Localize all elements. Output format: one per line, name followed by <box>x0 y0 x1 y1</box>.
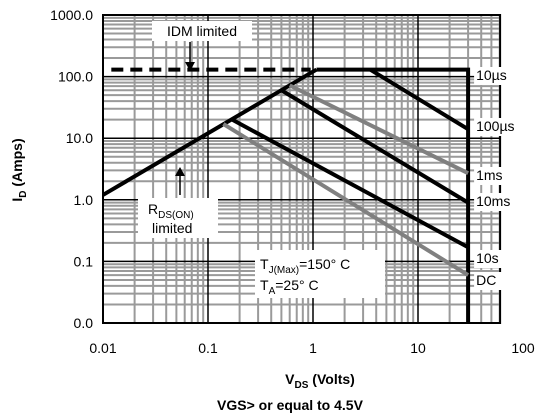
label-bg <box>474 272 517 290</box>
y-tick-label: 100.0 <box>58 69 93 85</box>
x-tick-label: 100 <box>511 340 535 356</box>
series-label: 10ms <box>476 193 510 209</box>
subscript: DS <box>295 380 309 391</box>
label-bg <box>474 167 517 185</box>
annotation: IDM limited <box>167 23 237 39</box>
x-axis-title: VDS (Volts) <box>285 371 355 391</box>
series-label: 100µs <box>476 118 514 134</box>
text-part: (Amps) <box>9 138 25 190</box>
series-label: 1ms <box>476 167 502 183</box>
y-tick-label: 0.0 <box>74 315 94 331</box>
series-label: 10s <box>476 250 499 266</box>
annotation-box <box>255 250 385 298</box>
soa-line <box>280 88 470 205</box>
soa-line <box>369 67 470 131</box>
footnote: VGS> or equal to 4.5V <box>217 397 364 413</box>
text-part: (Volts) <box>308 371 354 387</box>
text-part: =25° C <box>275 277 318 293</box>
subscript: DS(ON) <box>158 210 194 221</box>
annotation: RDS(ON) <box>148 201 194 221</box>
y-tick-label: 1.0 <box>74 192 94 208</box>
condition: TJ(Max)=150° C <box>260 256 350 276</box>
labels: 0.01 0.1 1 10 1000.00.11.010.0100.01000.010µ… <box>9 7 535 413</box>
y-tick-label: 0.1 <box>74 253 94 269</box>
text-part: =150° C <box>299 256 350 272</box>
x-tick-label: 0.1 <box>198 340 218 356</box>
condition: TA=25° C <box>260 277 319 297</box>
subscript: J(Max) <box>269 265 300 276</box>
annotation-box <box>152 21 252 41</box>
text-part: V <box>285 371 295 387</box>
arrowhead <box>175 167 185 176</box>
label-bg <box>474 67 517 85</box>
limit-line <box>101 67 318 197</box>
text-part: T <box>260 277 269 293</box>
series-label: 10µs <box>476 67 507 83</box>
soa-line <box>231 117 470 249</box>
text-part: I <box>9 198 25 202</box>
y-axis-title: ID (Amps) <box>9 138 29 201</box>
lines <box>101 67 471 323</box>
soa-line <box>288 83 469 176</box>
arrowhead <box>185 62 195 71</box>
label-bg <box>474 250 517 268</box>
text-part: T <box>260 256 269 272</box>
subscript: A <box>269 286 276 297</box>
x-tick-label: 1 <box>309 340 317 356</box>
annotation: limited <box>152 220 192 236</box>
y-tick-label: 10.0 <box>66 130 93 146</box>
text-part: R <box>148 201 158 217</box>
label-bg <box>474 118 517 136</box>
label-bg <box>474 193 517 211</box>
x-tick-label: 0.01 <box>89 340 116 356</box>
soa-line <box>222 122 470 277</box>
x-tick-label: 10 <box>410 340 426 356</box>
annotation-box <box>138 198 218 238</box>
series-label: DC <box>476 272 496 288</box>
subscript: D <box>18 191 29 198</box>
y-tick-label: 1000.0 <box>50 7 93 23</box>
soa-line <box>316 67 471 323</box>
